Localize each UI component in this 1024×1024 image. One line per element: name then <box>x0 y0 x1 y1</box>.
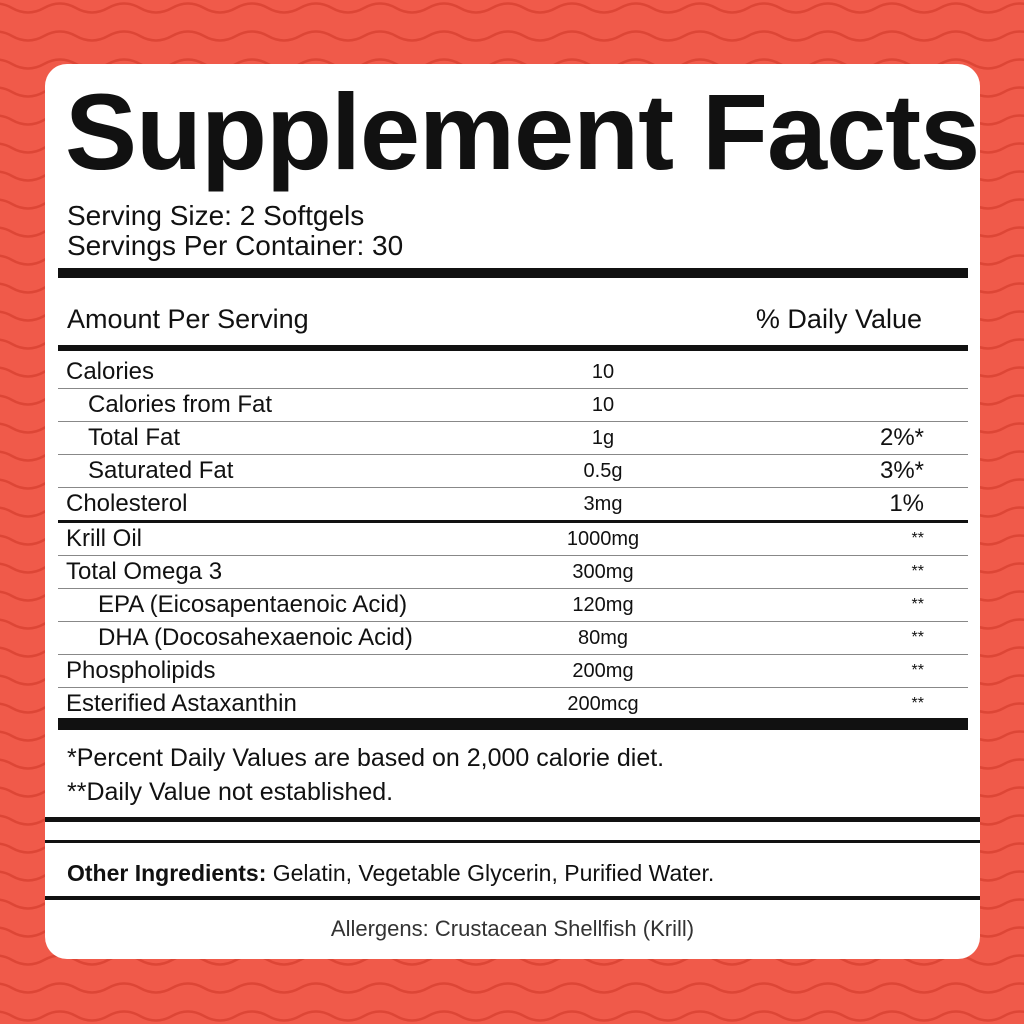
other-ingredients-label: Other Ingredients: <box>67 860 267 886</box>
nutrient-name: Saturated Fat <box>88 457 234 484</box>
divider <box>45 896 980 900</box>
nutrient-name: Phospholipids <box>66 657 216 684</box>
nutrient-name: Total Omega 3 <box>66 558 223 585</box>
other-ingredients: Other Ingredients: Gelatin, Vegetable Gl… <box>67 858 714 888</box>
nutrient-amount: 200mcg <box>567 693 639 715</box>
nutrient-amount: 10 <box>591 394 615 416</box>
nutrient-daily-value: ** <box>911 596 924 613</box>
nutrient-name: Cholesterol <box>66 490 188 517</box>
nutrient-amount: 1000mg <box>566 528 640 550</box>
nutrient-row: Calories from Fat 10 <box>58 389 968 422</box>
serving-size: Serving Size: 2 Softgels <box>67 200 365 231</box>
nutrient-daily-value: 1% <box>889 490 924 517</box>
amount-per-serving-header: Amount Per Serving <box>67 304 309 334</box>
nutrient-name: Esterified Astaxanthin <box>66 690 297 717</box>
nutrient-name: DHA (Docosahexaenoic Acid) <box>98 624 413 651</box>
nutrient-name: Calories <box>66 358 155 385</box>
nutrient-name: Calories from Fat <box>88 391 273 418</box>
nutrient-row: EPA (Eicosapentaenoic Acid) 120mg ** <box>58 589 968 622</box>
divider <box>45 817 980 822</box>
nutrient-row: Esterified Astaxanthin 200mcg ** <box>58 688 968 720</box>
nutrient-row: Krill Oil 1000mg ** <box>58 523 968 556</box>
divider-medium <box>58 345 968 351</box>
nutrient-row: Saturated Fat 0.5g 3%* <box>58 455 968 488</box>
nutrient-row: Cholesterol 3mg 1% <box>58 488 968 523</box>
divider-thick <box>58 718 968 730</box>
nutrient-row: Total Fat 1g 2%* <box>58 422 968 455</box>
nutrient-daily-value: ** <box>911 695 924 712</box>
nutrient-name: Krill Oil <box>66 525 142 552</box>
nutrient-daily-value: 2%* <box>879 424 924 451</box>
divider <box>45 840 980 843</box>
nutrient-daily-value: ** <box>911 629 924 646</box>
nutrient-row: Calories 10 <box>58 356 968 389</box>
footnote-dv-not-established: **Daily Value not established. <box>67 778 394 806</box>
nutrient-name: Total Fat <box>88 424 181 451</box>
nutrient-daily-value: ** <box>911 662 924 679</box>
divider-thick <box>58 268 968 278</box>
nutrient-amount: 1g <box>591 427 615 449</box>
nutrient-amount: 80mg <box>577 627 629 649</box>
nutrient-name: EPA (Eicosapentaenoic Acid) <box>98 591 408 618</box>
nutrient-daily-value: ** <box>911 530 924 547</box>
supplement-facts-label: Supplement Facts Serving Size: 2 Softgel… <box>45 64 980 959</box>
nutrient-amount: 0.5g <box>583 460 623 482</box>
nutrient-amount: 10 <box>591 361 615 383</box>
nutrient-row: Phospholipids 200mg ** <box>58 655 968 688</box>
allergens: Allergens: Crustacean Shellfish (Krill) <box>330 916 695 941</box>
nutrient-amount: 300mg <box>572 561 634 583</box>
other-ingredients-value: Gelatin, Vegetable Glycerin, Purified Wa… <box>266 860 715 886</box>
nutrient-amount: 200mg <box>572 660 634 682</box>
label-title: Supplement Facts <box>65 71 980 192</box>
nutrient-amount: 120mg <box>572 594 634 616</box>
nutrient-daily-value: ** <box>911 563 924 580</box>
nutrient-row: DHA (Docosahexaenoic Acid) 80mg ** <box>58 622 968 655</box>
nutrient-daily-value: 3%* <box>879 457 924 484</box>
daily-value-header: % Daily Value <box>755 304 922 334</box>
servings-per-container: Servings Per Container: 30 <box>67 230 404 261</box>
nutrient-row: Total Omega 3 300mg ** <box>58 556 968 589</box>
nutrient-amount: 3mg <box>583 493 623 515</box>
footnote-percent-dv: *Percent Daily Values are based on 2,000… <box>67 744 665 772</box>
nutrient-table: Calories 10 Calories from Fat 10 Total Fat 1g… <box>58 356 968 720</box>
